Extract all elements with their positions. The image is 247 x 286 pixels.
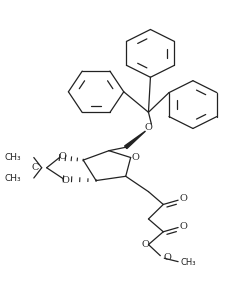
- Text: O: O: [164, 253, 172, 262]
- Text: CH₃: CH₃: [5, 174, 21, 183]
- Text: CH₃: CH₃: [5, 152, 21, 162]
- Text: O: O: [179, 222, 187, 231]
- Text: O: O: [144, 123, 152, 132]
- Text: O: O: [62, 176, 70, 184]
- Text: O: O: [132, 153, 140, 162]
- Text: C: C: [32, 163, 39, 172]
- Text: O: O: [58, 152, 66, 161]
- Text: O: O: [142, 240, 149, 249]
- Text: O: O: [179, 194, 187, 203]
- Text: CH₃: CH₃: [181, 258, 196, 267]
- Polygon shape: [125, 131, 145, 149]
